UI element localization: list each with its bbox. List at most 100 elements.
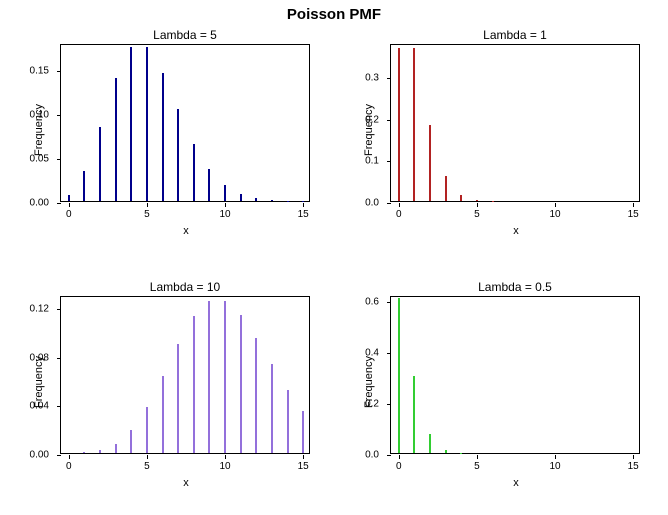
x-tick-mark [147,455,148,459]
plot-area: 0.00.20.40.6051015Frequencyx [390,296,640,454]
y-tick-label: 0.00 [30,450,49,461]
x-tick-label: 10 [550,209,561,220]
bar [429,125,431,201]
y-tick-label: 0.12 [30,304,49,315]
x-tick-label: 5 [144,209,150,220]
bar [240,315,242,453]
x-tick-label: 10 [220,209,231,220]
x-tick-mark [147,203,148,207]
chart-panel: Lambda = 10 0.000.040.080.12051015Frequen… [60,280,310,454]
y-tick-mark [387,353,391,354]
bar [240,194,242,201]
x-tick-mark [69,455,70,459]
bar [445,176,447,201]
plot-area: 0.00.10.20.3051015Frequencyx [390,44,640,202]
panel-title: Lambda = 10 [60,280,310,294]
x-tick-label: 0 [396,209,402,220]
bar [255,198,257,201]
x-tick-mark [477,203,478,207]
x-tick-mark [303,455,304,459]
x-tick-label: 5 [474,209,480,220]
x-tick-mark [633,455,634,459]
y-tick-mark [387,455,391,456]
plot-area: 0.000.040.080.12051015Frequencyx [60,296,310,454]
y-axis-label: Frequency [363,104,375,156]
y-tick-label: 0.1 [365,156,379,167]
x-axis-label: x [391,225,641,237]
x-axis-label: x [61,477,311,489]
bar [99,127,101,201]
panel-title: Lambda = 0.5 [390,280,640,294]
x-tick-label: 15 [628,209,639,220]
chart-panel: Lambda = 1 0.00.10.20.3051015Frequencyx [390,28,640,202]
x-tick-mark [69,203,70,207]
bar [99,450,101,453]
x-tick-label: 10 [550,461,561,472]
x-tick-label: 0 [66,209,72,220]
y-tick-mark [57,71,61,72]
x-tick-mark [555,203,556,207]
bar [115,444,117,453]
y-tick-label: 0.6 [365,297,379,308]
y-tick-mark [57,309,61,310]
x-tick-mark [399,455,400,459]
x-tick-label: 15 [628,461,639,472]
bar [193,316,195,453]
bar [68,195,70,201]
bar [271,364,273,453]
bar [83,452,85,453]
bar [413,48,415,201]
bar [162,376,164,453]
y-tick-mark [387,120,391,121]
y-tick-mark [387,78,391,79]
chart-panel: Lambda = 0.5 0.00.20.40.6051015Frequencyx [390,280,640,454]
chart-panel: Lambda = 50.000.050.100.15051015Frequenc… [60,28,310,202]
y-tick-mark [387,203,391,204]
bar [445,450,447,453]
y-tick-mark [387,404,391,405]
y-axis-label: Frequency [33,104,45,156]
y-tick-mark [387,161,391,162]
x-tick-mark [399,203,400,207]
x-tick-label: 15 [298,461,309,472]
bar [115,78,117,201]
bar [398,298,400,453]
panel-title: Lambda = 5 [60,28,310,42]
x-tick-mark [555,455,556,459]
x-tick-label: 10 [220,461,231,472]
y-tick-mark [57,406,61,407]
y-tick-mark [387,302,391,303]
x-tick-label: 0 [66,461,72,472]
y-tick-mark [57,115,61,116]
x-tick-mark [477,455,478,459]
panel-title: Lambda = 1 [390,28,640,42]
y-axis-label: Frequency [33,356,45,408]
x-tick-label: 5 [474,461,480,472]
bar [130,430,132,453]
x-tick-mark [225,203,226,207]
bar [255,338,257,453]
y-tick-mark [57,358,61,359]
x-axis-label: x [61,225,311,237]
y-tick-mark [57,203,61,204]
x-axis-label: x [391,477,641,489]
main-title: Poisson PMF [0,6,668,23]
bar [224,301,226,453]
y-tick-mark [57,159,61,160]
bar [398,48,400,201]
y-tick-label: 0.15 [30,66,49,77]
bar [177,109,179,201]
y-tick-label: 0.0 [365,450,379,461]
bar [208,301,210,453]
y-tick-label: 0.3 [365,73,379,84]
x-tick-mark [225,455,226,459]
bar [208,169,210,201]
x-tick-label: 5 [144,461,150,472]
bar [302,411,304,453]
bar [193,144,195,201]
x-tick-mark [633,203,634,207]
bar [224,185,226,201]
y-tick-label: 0.00 [30,198,49,209]
x-tick-label: 0 [396,461,402,472]
bar [460,195,462,201]
